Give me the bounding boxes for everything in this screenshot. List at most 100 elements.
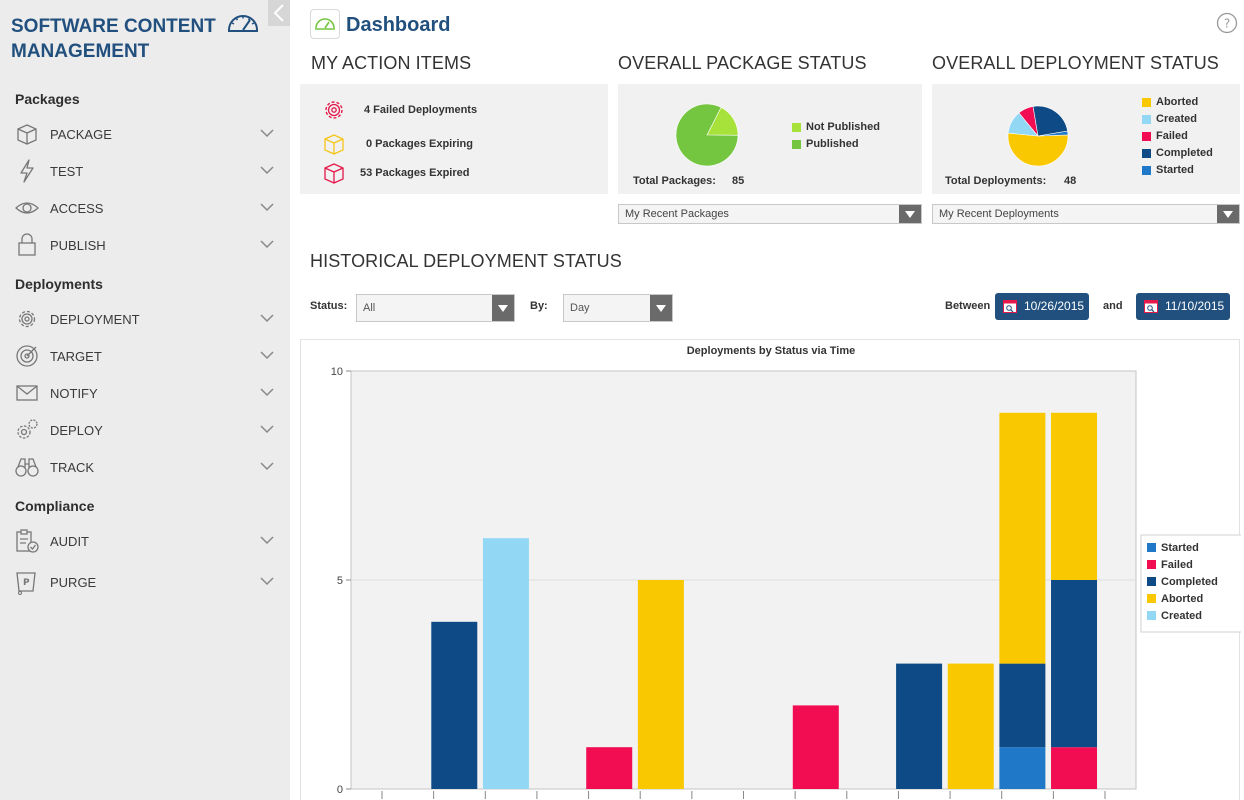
total-packages-value: 85: [732, 175, 745, 187]
legend-label: Failed: [1156, 130, 1188, 142]
legend-swatch: [1147, 560, 1156, 569]
y-tick-label: 10: [331, 366, 343, 378]
gear-icon: [325, 101, 343, 119]
speedometer-icon[interactable]: [226, 10, 260, 34]
chevron-down-icon: [260, 240, 274, 249]
between-label: Between: [945, 300, 991, 312]
total-deployments-label: Total Deployments:: [945, 175, 1047, 187]
nav-item-package[interactable]: PACKAGE: [12, 119, 278, 149]
target-icon: [16, 345, 38, 367]
svg-text:?: ?: [1224, 17, 1230, 31]
legend-label: Completed: [1161, 576, 1218, 588]
speedometer-icon: [315, 18, 335, 30]
nav-label: PUBLISH: [50, 238, 106, 253]
nav-item-notify[interactable]: NOTIFY: [12, 378, 278, 408]
pie-slice-completed: [1032, 105, 1068, 137]
legend-swatch: [1142, 166, 1151, 175]
clipboard-check-icon: [16, 529, 39, 553]
bar-segment-completed: [896, 663, 943, 789]
chevron-down-icon: [260, 462, 274, 471]
y-tick-label: 0: [337, 784, 343, 796]
legend-swatch: [1147, 594, 1156, 603]
bar-segment-started: [999, 747, 1046, 789]
nav-item-deployment[interactable]: DEPLOYMENT: [12, 304, 278, 334]
deployments-by-status-chart: Deployments by Status via Time 0 5 10 Start…: [300, 339, 1241, 800]
end-date-button[interactable]: 11/10/2015: [1136, 293, 1230, 320]
help-icon[interactable]: ?: [1216, 12, 1238, 34]
section-label-deployments: Deployments: [15, 276, 103, 292]
dropdown-button[interactable]: [1217, 205, 1239, 223]
chevron-down-icon: [260, 351, 274, 360]
recent-packages-select[interactable]: My Recent Packages: [618, 204, 922, 224]
pie-slice-published: [675, 103, 739, 167]
eye-icon: [15, 202, 39, 214]
select-value: Day: [570, 302, 590, 314]
legend-label: Completed: [1156, 147, 1213, 159]
legend-label: Aborted: [1156, 96, 1199, 108]
bar-segment-failed: [1051, 747, 1098, 789]
legend-label: Published: [806, 138, 859, 150]
legend-swatch: [1147, 577, 1156, 586]
action-item-packages-expired[interactable]: 53 Packages Expired: [300, 161, 600, 187]
gears-icon: [17, 419, 38, 439]
nav-label: DEPLOY: [50, 423, 103, 438]
by-filter-select[interactable]: Day: [563, 294, 673, 322]
calendar-icon: [1003, 300, 1017, 313]
start-date-button[interactable]: 10/26/2015: [995, 293, 1089, 320]
bar-segment-completed: [431, 621, 478, 789]
status-filter-select[interactable]: All: [356, 294, 515, 322]
by-filter-label: By:: [530, 300, 548, 312]
select-value: All: [363, 302, 376, 314]
bar-chart-canvas: 0 5 10 Started Failed Completed Aborted Created: [331, 366, 1241, 799]
nav-label: TRACK: [50, 460, 95, 475]
deployment-status-title: OVERALL DEPLOYMENT STATUS: [932, 53, 1219, 73]
action-item-failed-deployments[interactable]: 4 Failed Deployments: [300, 98, 600, 124]
chart-legend: [1140, 534, 1241, 633]
section-label-compliance: Compliance: [15, 498, 95, 514]
nav-item-deploy[interactable]: DEPLOY: [12, 415, 278, 445]
package-status-title: OVERALL PACKAGE STATUS: [618, 53, 867, 73]
page-title: Dashboard: [346, 14, 451, 36]
nav-item-purge[interactable]: P PURGE: [12, 567, 278, 597]
chevron-down-icon: [260, 314, 274, 323]
chevron-down-icon: [260, 425, 274, 434]
legend-label: Created: [1161, 610, 1202, 622]
sidebar: SOFTWARE CONTENT MANAGEMENT Packages PAC…: [0, 0, 290, 800]
legend-swatch: [1147, 543, 1156, 552]
bar-segment-completed: [1051, 580, 1098, 748]
dropdown-button[interactable]: [650, 295, 672, 321]
nav-label: DEPLOYMENT: [50, 312, 140, 327]
y-tick-label: 5: [337, 575, 343, 587]
recent-deployments-select[interactable]: My Recent Deployments: [932, 204, 1240, 224]
legend-label: Started: [1161, 542, 1199, 554]
nav-label: TARGET: [50, 349, 102, 364]
collapse-sidebar-button[interactable]: [268, 0, 290, 26]
nav-item-test[interactable]: TEST: [12, 156, 278, 186]
bar-segment-aborted: [999, 412, 1046, 664]
chevron-down-icon: [260, 536, 274, 545]
legend-swatch: [1142, 132, 1151, 141]
gear-icon: [18, 310, 36, 328]
deployment-status-pie-chart: [1007, 105, 1069, 167]
action-item-label: 0 Packages Expiring: [366, 138, 473, 150]
nav-item-target[interactable]: TARGET: [12, 341, 278, 371]
and-label: and: [1103, 300, 1123, 312]
envelope-icon: [16, 385, 38, 401]
dropdown-button[interactable]: [492, 295, 514, 321]
package-status-pie-chart: [675, 103, 739, 167]
nav-item-audit[interactable]: AUDIT: [12, 526, 278, 556]
dropdown-button[interactable]: [899, 205, 921, 223]
bar-segment-failed: [586, 747, 633, 789]
binoculars-icon: [15, 458, 39, 477]
chevron-down-icon: [260, 129, 274, 138]
action-item-packages-expiring[interactable]: 0 Packages Expiring: [300, 132, 600, 158]
nav-item-publish[interactable]: PUBLISH: [12, 230, 278, 260]
caret-down-icon: [905, 211, 915, 218]
nav-item-access[interactable]: ACCESS: [12, 193, 278, 223]
action-item-label: 53 Packages Expired: [360, 167, 470, 179]
app-brand: SOFTWARE CONTENT MANAGEMENT: [11, 16, 216, 62]
chevron-left-icon: [273, 4, 284, 22]
bar-segment-aborted: [637, 580, 684, 789]
nav-label: PURGE: [50, 575, 97, 590]
nav-item-track[interactable]: TRACK: [12, 452, 278, 482]
